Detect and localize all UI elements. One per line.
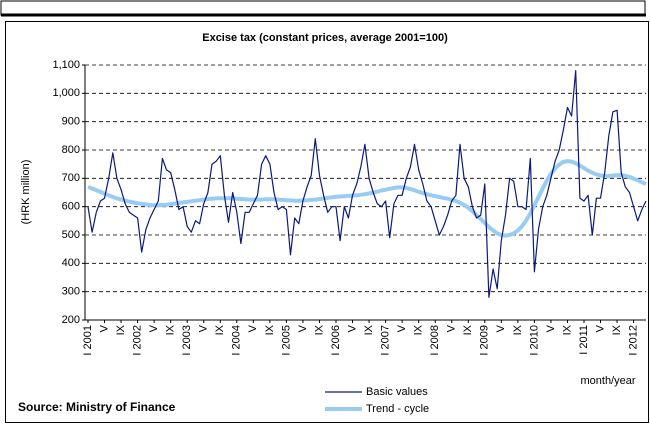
x-tick-label: V: [396, 324, 408, 332]
x-tick-label: I 2009: [479, 325, 491, 356]
x-tick-label: IX: [313, 324, 325, 335]
x-tick-label: I 2006: [330, 325, 342, 356]
x-tick-label: V: [446, 324, 458, 332]
x-tick-label: V: [148, 324, 160, 332]
x-tick-label: I 2004: [231, 325, 243, 356]
x-tick-label: IX: [413, 324, 425, 335]
top-frame: [0, 0, 646, 16]
x-tick-label: V: [98, 324, 110, 332]
x-tick-label: IX: [115, 324, 127, 335]
x-tick-label: IX: [611, 324, 623, 335]
source: Source: Ministry of Finance: [18, 400, 176, 414]
x-tick-label: I 2001: [82, 325, 94, 356]
y-tick-label: 500: [62, 229, 80, 241]
y-tick-label: 400: [62, 257, 80, 269]
y-tick-label: 1,000: [52, 87, 80, 99]
series-line: [87, 70, 647, 298]
x-tick-label: I 2002: [132, 325, 144, 356]
legend-label: Trend - cycle: [366, 403, 429, 415]
x-tick-label: I 2012: [628, 325, 640, 356]
x-tick-label: I 2008: [429, 325, 441, 356]
x-tick-label: V: [247, 324, 259, 332]
x-tick-label: V: [594, 324, 606, 332]
x-tick-label: IX: [165, 324, 177, 335]
y-tick-label: 300: [62, 286, 80, 298]
x-tick-label: V: [198, 324, 210, 332]
x-axis-label: month/year: [580, 375, 635, 387]
legend-label: Basic values: [366, 386, 428, 398]
chart-title: Excise tax (constant prices, average 200…: [202, 32, 448, 44]
x-tick-label: I 2007: [380, 325, 392, 356]
x-tick-label: V: [545, 324, 557, 332]
y-axis-label: (HRK million): [20, 160, 32, 225]
chart-frame: [5, 21, 649, 423]
x-tick-label: I 2005: [280, 325, 292, 356]
x-tick-label: V: [346, 324, 358, 332]
y-tick-label: 600: [62, 201, 80, 213]
y-tick-label: 800: [62, 144, 80, 156]
y-tick-label: 700: [62, 172, 80, 184]
x-tick-label: V: [495, 324, 507, 332]
x-tick-label: IX: [561, 324, 573, 335]
x-tick-label: IX: [214, 324, 226, 335]
x-tick-label: IX: [512, 324, 524, 335]
x-tick-label: V: [297, 324, 309, 332]
y-tick-label: 900: [62, 116, 80, 128]
y-tick-label: 200: [62, 314, 80, 326]
x-tick-label: I 2011: [578, 325, 590, 355]
y-tick-label: 1,100: [52, 59, 80, 71]
x-tick-label: I 2010: [528, 325, 540, 356]
x-tick-label: IX: [462, 324, 474, 335]
x-tick-label: IX: [363, 324, 375, 335]
x-tick-label: IX: [264, 324, 276, 335]
x-tick-label: I 2003: [181, 325, 193, 356]
